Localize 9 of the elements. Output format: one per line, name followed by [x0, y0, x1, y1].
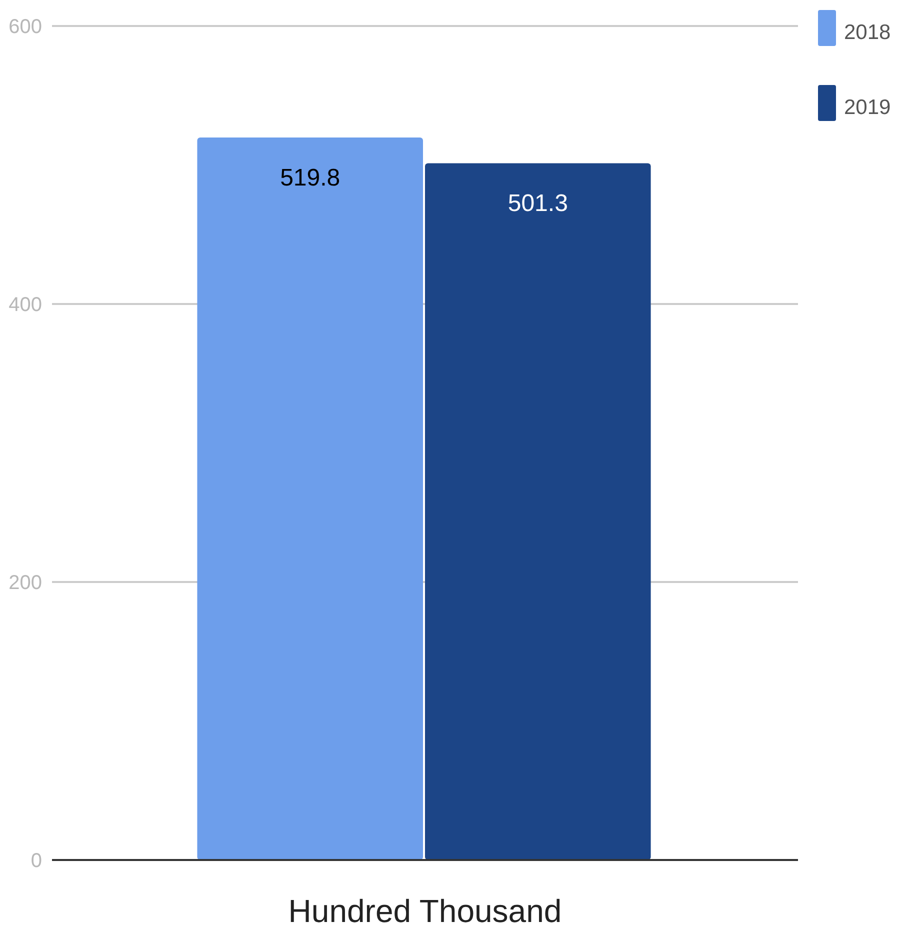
legend-label: 2018	[844, 21, 891, 44]
y-tick-label: 200	[8, 572, 42, 594]
y-tick-label: 0	[30, 850, 42, 872]
legend-label: 2019	[844, 96, 891, 119]
data-label: 519.8	[280, 164, 340, 192]
y-tick-label: 400	[8, 294, 42, 316]
data-label: 501.3	[508, 190, 568, 218]
y-tick-label: 600	[8, 16, 42, 38]
x-tick-label: Hundred Thousand	[288, 893, 562, 929]
